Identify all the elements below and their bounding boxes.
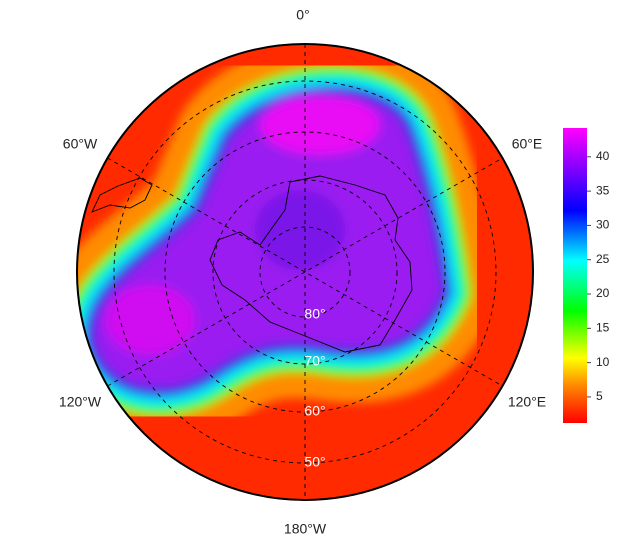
graticule [107,44,503,500]
longitude-label: 60°W [63,136,98,152]
map-border [76,43,534,501]
longitude-label: 120°W [59,394,102,410]
colorbar-tick-label: 20 [596,286,610,300]
colorbar-tick-label: 15 [596,320,610,334]
longitude-label: 180°W [284,521,327,537]
longitude-label: 60°E [512,136,543,152]
latitude-label: 70° [304,353,325,369]
antarctica-coastline [209,175,413,353]
field [77,44,533,500]
longitude-label: 120°E [508,394,546,410]
colorbar-tick-label: 35 [596,183,610,197]
colorbar-tick-label: 10 [596,355,610,369]
colorbar-tick-label: 30 [596,218,610,232]
longitude-label: 0° [296,7,309,23]
colorbar [563,128,587,423]
south-america-coastline [91,177,153,213]
latitude-label: 60° [304,403,325,419]
colorbar-tick-label: 40 [596,149,610,163]
colorbar-tick-label: 25 [596,252,610,266]
latitude-label: 80° [304,306,325,322]
colorbar-tick-label: 5 [596,389,603,403]
latitude-label: 50° [304,454,325,470]
